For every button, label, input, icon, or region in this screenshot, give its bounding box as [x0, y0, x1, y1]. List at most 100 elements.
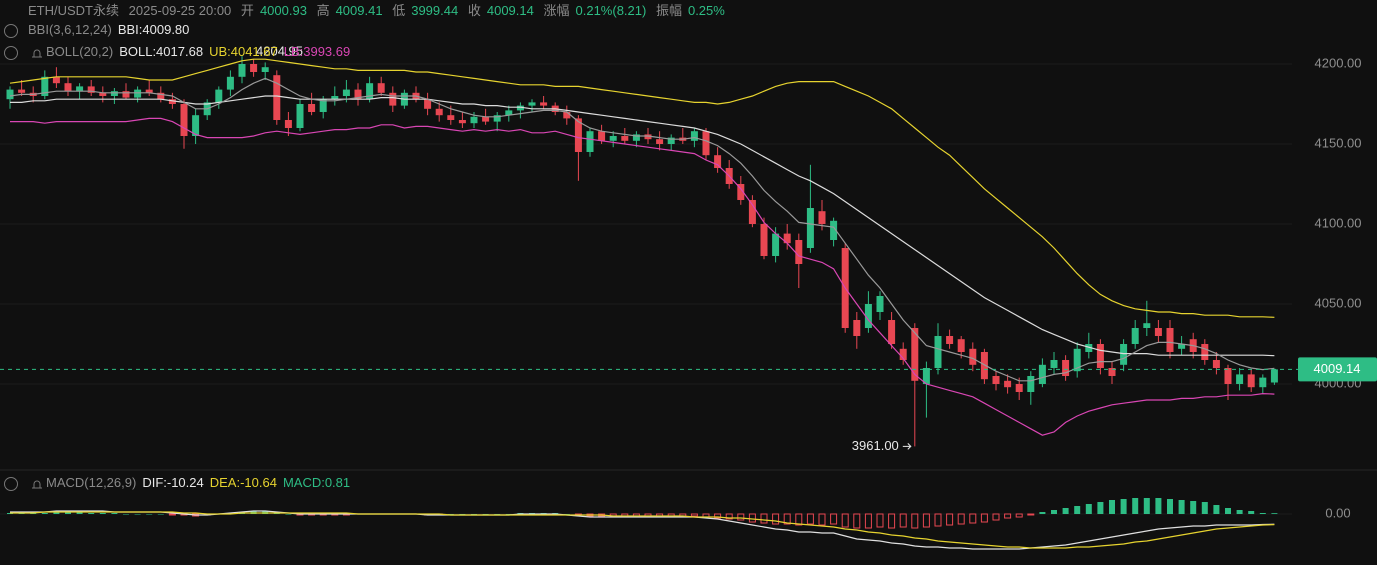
candle-body — [377, 83, 385, 93]
candle-body — [215, 89, 223, 103]
indicator-value: DEA:-10.64 — [209, 475, 277, 490]
macd-bar — [482, 514, 489, 515]
candle-body — [261, 67, 269, 72]
candle-body — [1143, 323, 1151, 328]
macd-bar — [447, 514, 454, 515]
macd-bar — [795, 513, 803, 526]
candle-body — [702, 131, 710, 156]
candle-body — [389, 92, 397, 106]
macd-bar — [1027, 513, 1035, 516]
macd-bar — [992, 513, 1000, 521]
high-label: 4204.95 — [256, 44, 303, 59]
candle-body — [806, 208, 814, 248]
candle-body — [656, 139, 664, 144]
candle-body — [157, 92, 165, 100]
candle-body — [876, 296, 884, 312]
candle-body — [273, 75, 281, 120]
indicator-name[interactable]: MACD(12,26,9) — [46, 475, 137, 490]
macd-bar — [157, 514, 164, 515]
indicator-value: BOLL:4017.68 — [119, 44, 204, 59]
candle-body — [818, 211, 826, 224]
candle-body — [563, 112, 571, 119]
macd-bar — [911, 513, 919, 529]
collapse-icon[interactable] — [4, 24, 18, 38]
candle-body — [284, 120, 292, 128]
candle-body — [899, 348, 907, 360]
macd-bar — [471, 514, 477, 515]
low-arrow — [902, 443, 912, 450]
indicator-name[interactable]: BBI(3,6,12,24) — [28, 22, 112, 37]
collapse-icon[interactable] — [4, 477, 18, 491]
macd-bar — [725, 513, 733, 520]
candle-body — [1224, 368, 1232, 384]
indicator-line — [9, 77, 1275, 382]
field-value: 4009.14 — [486, 3, 534, 18]
candle-body — [1073, 348, 1081, 372]
macd-bar — [853, 513, 861, 529]
field-value: 0.25% — [687, 3, 725, 18]
indicator-value: UB:4041.67 — [209, 44, 278, 59]
field-value: 4009.41 — [335, 3, 383, 18]
candle-body — [1236, 374, 1244, 384]
collapse-icon[interactable] — [4, 46, 18, 60]
macd-bar — [760, 513, 768, 524]
macd-bar — [1271, 513, 1278, 514]
candle-body — [980, 352, 988, 380]
indicator-line — [10, 117, 1275, 436]
macd-bar — [1085, 504, 1092, 514]
indicator-line — [10, 511, 1275, 549]
candle-body — [1062, 360, 1070, 376]
candle-body — [505, 110, 513, 116]
low-label: 3961.00 — [852, 438, 899, 453]
indicator-value: BBI:4009.80 — [117, 22, 190, 37]
candle-body — [946, 336, 954, 344]
macd-bar — [876, 513, 884, 528]
macd-bar — [1015, 513, 1023, 518]
y-tick-label: 4100.00 — [1315, 215, 1362, 230]
alert-icon[interactable] — [32, 49, 42, 58]
macd-bar — [899, 513, 907, 528]
macd-bar — [980, 513, 988, 523]
macd-bar — [922, 513, 930, 528]
field-label: 涨幅 — [543, 3, 570, 18]
macd-bar — [88, 513, 95, 514]
macd-bar — [1132, 498, 1139, 514]
macd-bar — [99, 513, 106, 514]
header-row: ETH/USDT永续 2025-09-25 20:00 开 4000.93 高 40… — [28, 0, 731, 19]
candle-body — [482, 116, 490, 122]
macd-bar — [563, 514, 570, 515]
candle-body — [632, 134, 640, 141]
y-tick-label: 4150.00 — [1315, 135, 1362, 150]
candle-body — [331, 96, 339, 100]
candle-body — [714, 155, 722, 168]
candle-body — [528, 102, 536, 106]
macd-bar — [1213, 505, 1220, 514]
macd-bar — [285, 514, 292, 515]
field-label: 低 — [392, 3, 406, 18]
candle-body — [690, 131, 698, 141]
indicator-row: BOLL(20,2) BOLL:4017.68 UB:4041.67 LB:3993.… — [46, 44, 356, 59]
indicator-name[interactable]: BOLL(20,2) — [46, 44, 114, 59]
candle-body — [18, 89, 26, 93]
candle-body — [934, 336, 942, 368]
alert-icon[interactable] — [32, 480, 42, 489]
candle-body — [168, 99, 176, 104]
macd-bar — [737, 513, 745, 521]
macd-bar — [1051, 510, 1057, 514]
field-value: 0.21%(8.21) — [575, 3, 647, 18]
macd-bar — [1190, 501, 1197, 514]
macd-bar — [772, 513, 780, 525]
candle-body — [41, 76, 49, 96]
macd-bar — [1201, 502, 1208, 514]
y-tick-label: 4050.00 — [1315, 295, 1362, 310]
macd-bar — [841, 513, 849, 528]
macd-bar — [53, 512, 60, 514]
symbol: ETH/USDT永续 — [28, 3, 120, 18]
indicator-row: BBI(3,6,12,24) BBI:4009.80 — [28, 22, 195, 37]
macd-bar — [459, 514, 466, 515]
candle-body — [470, 116, 478, 124]
candle-body — [1212, 360, 1220, 368]
candle-body — [609, 136, 617, 141]
candle-body — [574, 118, 582, 152]
